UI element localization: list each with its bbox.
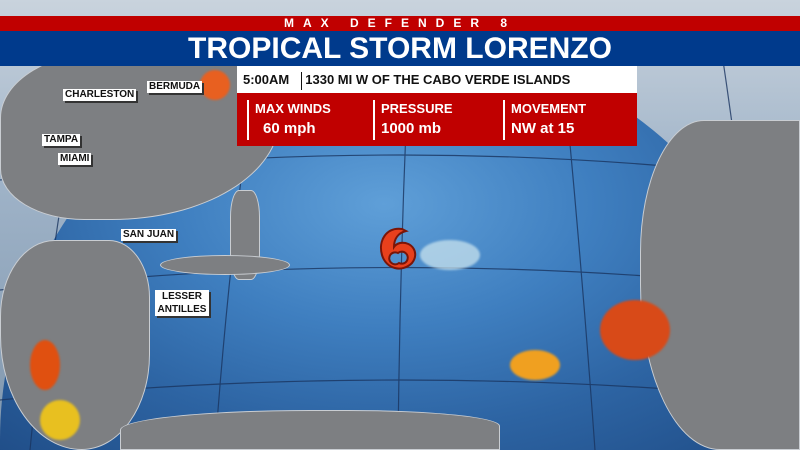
divider — [301, 71, 303, 90]
map-label-bermuda: BERMUDA — [147, 81, 203, 93]
tropical-storm-icon — [380, 227, 417, 270]
map-label-tampa: TAMPA — [42, 134, 81, 146]
land-africa — [640, 120, 800, 450]
stat-movement: MOVEMENT NW at 15 — [503, 100, 586, 140]
stat-label: PRESSURE — [381, 101, 453, 116]
stat-max-winds: MAX WINDS 60 mph — [247, 100, 331, 140]
stat-label: MAX WINDS — [255, 101, 331, 116]
map-label-miami: MIAMI — [58, 153, 92, 165]
storm-stats: MAX WINDS 60 mph PRESSURE 1000 mb MOVEME… — [237, 93, 637, 146]
advisory-info: 5:00AM 1330 MI W OF THE CABO VERDE ISLAND… — [237, 66, 637, 93]
stat-value: 60 mph — [263, 120, 316, 137]
stat-value: 1000 mb — [381, 120, 442, 137]
advisory-location: 1330 MI W OF THE CABO VERDE ISLANDS — [305, 72, 571, 87]
map-label-lesser-antilles: LESSER ANTILLES — [155, 290, 209, 316]
stat-value: NW at 15 — [511, 120, 575, 137]
stat-pressure: PRESSURE 1000 mb — [373, 100, 453, 140]
stat-label: MOVEMENT — [511, 101, 587, 116]
advisory-time: 5:00AM — [243, 72, 290, 87]
network-banner: MAX DEFENDER 8 — [0, 16, 800, 31]
page-title: TROPICAL STORM LORENZO — [0, 31, 800, 66]
land-south-america — [120, 410, 500, 450]
map-label-san-juan: SAN JUAN — [121, 229, 177, 241]
land-cuba — [160, 255, 290, 275]
map-label-charleston: CHARLESTON — [63, 89, 137, 101]
